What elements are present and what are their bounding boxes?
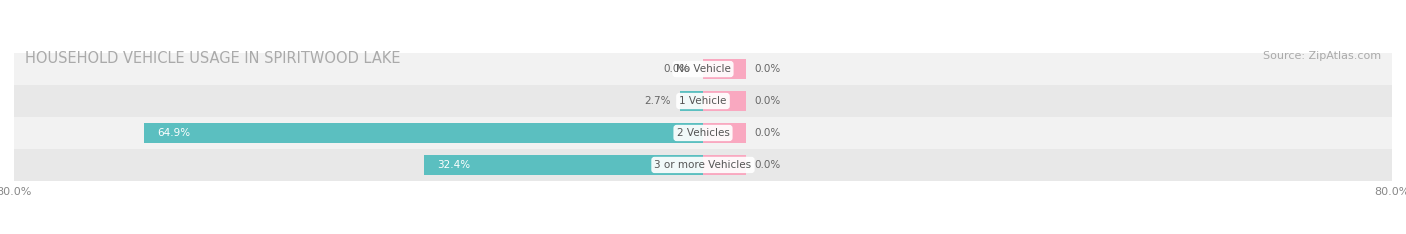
Text: 1 Vehicle: 1 Vehicle: [679, 96, 727, 106]
Bar: [14, 149, 1392, 181]
Text: 0.0%: 0.0%: [755, 128, 780, 138]
Bar: [14, 117, 1392, 149]
Text: 0.0%: 0.0%: [755, 160, 780, 170]
Bar: [703, 155, 747, 175]
Text: 64.9%: 64.9%: [157, 128, 190, 138]
Text: 0.0%: 0.0%: [755, 96, 780, 106]
Bar: [703, 91, 747, 111]
Text: 0.0%: 0.0%: [755, 64, 780, 74]
Bar: [703, 123, 747, 143]
Text: 32.4%: 32.4%: [437, 160, 470, 170]
Bar: [143, 123, 703, 143]
Text: 0.0%: 0.0%: [664, 64, 690, 74]
Bar: [679, 91, 703, 111]
Text: HOUSEHOLD VEHICLE USAGE IN SPIRITWOOD LAKE: HOUSEHOLD VEHICLE USAGE IN SPIRITWOOD LA…: [25, 51, 401, 66]
Text: No Vehicle: No Vehicle: [675, 64, 731, 74]
Bar: [14, 85, 1392, 117]
Bar: [425, 155, 703, 175]
Text: 3 or more Vehicles: 3 or more Vehicles: [654, 160, 752, 170]
Text: Source: ZipAtlas.com: Source: ZipAtlas.com: [1263, 51, 1381, 62]
Bar: [703, 59, 747, 79]
Bar: [14, 53, 1392, 85]
Text: 2.7%: 2.7%: [644, 96, 671, 106]
Text: 2 Vehicles: 2 Vehicles: [676, 128, 730, 138]
